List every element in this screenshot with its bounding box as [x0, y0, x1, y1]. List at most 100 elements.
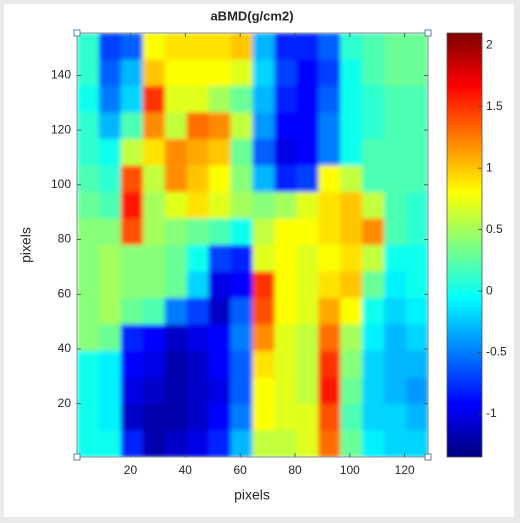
heatmap-cell	[274, 324, 297, 352]
heatmap-cell	[208, 430, 232, 457]
heatmap-cell	[384, 218, 407, 246]
heatmap-cell	[406, 324, 428, 352]
heatmap-cell	[77, 165, 100, 193]
heatmap-cell	[340, 165, 363, 193]
heatmap-cell	[340, 139, 363, 166]
heatmap-cell	[340, 271, 363, 299]
heatmap-cell	[318, 298, 341, 325]
heatmap-cell	[186, 298, 210, 325]
heatmap-cell	[274, 165, 297, 193]
heatmap-cells	[77, 33, 428, 457]
heatmap-cell	[296, 33, 319, 60]
heatmap-cell	[186, 324, 210, 352]
heatmap-cell	[142, 33, 166, 60]
heatmap-cell	[296, 324, 319, 352]
heatmap-cell	[230, 139, 253, 166]
heatmap-cell	[142, 298, 166, 325]
y-tick-label: 20	[58, 396, 72, 410]
heatmap-cell	[274, 192, 297, 219]
heatmap-cell	[362, 404, 385, 431]
y-tick-label: 140	[51, 68, 71, 82]
heatmap-cell	[120, 298, 144, 325]
x-tick-label: 40	[179, 463, 193, 477]
heatmap-cell	[120, 33, 144, 60]
heatmap-cell	[120, 218, 144, 246]
heatmap-cell	[296, 271, 319, 299]
heatmap-cell	[274, 86, 297, 113]
heatmap-cell	[384, 298, 407, 325]
heatmap-cell	[120, 112, 144, 140]
heatmap-cell	[98, 33, 122, 60]
heatmap-cell	[406, 404, 428, 431]
heatmap-cell	[142, 218, 166, 246]
x-axis-label: pixels	[234, 487, 270, 503]
heatmap-cell	[77, 404, 100, 431]
heatmap-cell	[274, 351, 297, 378]
heatmap-cell	[77, 271, 100, 299]
heatmap-cell	[164, 192, 188, 219]
heatmap-cell	[252, 324, 275, 352]
heatmap-cell	[362, 139, 385, 166]
heatmap-cell	[164, 33, 188, 60]
heatmap-cell	[296, 59, 319, 87]
heatmap-cell	[186, 112, 210, 140]
heatmap-cell	[252, 430, 275, 457]
heatmap-cell	[252, 192, 275, 219]
x-tick-label: 100	[340, 463, 360, 477]
heatmap-cell	[77, 218, 100, 246]
heatmap-cell	[208, 245, 232, 272]
heatmap-cell	[120, 324, 144, 352]
heatmap-cell	[296, 192, 319, 219]
heatmap-cell	[340, 86, 363, 113]
axes-box	[76, 32, 429, 458]
heatmap-cell	[318, 112, 341, 140]
heatmap-cell	[120, 404, 144, 431]
heatmap-cell	[252, 33, 275, 60]
heatmap-cell	[164, 245, 188, 272]
heatmap-cell	[186, 192, 210, 219]
heatmap-cell	[362, 324, 385, 352]
heatmap-cell	[77, 324, 100, 352]
heatmap-cell	[252, 298, 275, 325]
y-tick-label: 40	[58, 341, 72, 355]
colorbar-tick-label: 0.5	[486, 222, 503, 236]
handle	[424, 453, 432, 461]
handle	[73, 453, 81, 461]
heatmap-cell	[230, 430, 253, 457]
heatmap-cell	[186, 86, 210, 113]
heatmap-cell	[230, 112, 253, 140]
heatmap-cell	[164, 298, 188, 325]
heatmap-cell	[77, 245, 100, 272]
heatmap-cell	[318, 192, 341, 219]
heatmap-cell	[362, 33, 385, 60]
heatmap-cell	[384, 192, 407, 219]
heatmap-cell	[384, 351, 407, 378]
heatmap-cell	[384, 59, 407, 87]
heatmap-cell	[98, 59, 122, 87]
heatmap-cell	[98, 112, 122, 140]
heatmap-cell	[318, 139, 341, 166]
heatmap-cell	[186, 139, 210, 166]
heatmap-cell	[274, 139, 297, 166]
heatmap-cell	[208, 165, 232, 193]
heatmap-cell	[77, 112, 100, 140]
heatmap-cell	[142, 324, 166, 352]
heatmap-cell	[230, 404, 253, 431]
heatmap-cell	[318, 404, 341, 431]
heatmap-cell	[98, 324, 122, 352]
heatmap-cell	[142, 165, 166, 193]
heatmap-cell	[362, 377, 385, 405]
heatmap-cell	[318, 351, 341, 378]
heatmap-cell	[362, 351, 385, 378]
heatmap-cell	[296, 404, 319, 431]
colorbar-tick-label: -1	[486, 406, 497, 420]
heatmap-cell	[98, 192, 122, 219]
heatmap-cell	[252, 271, 275, 299]
heatmap-cell	[340, 298, 363, 325]
heatmap-cell	[406, 165, 428, 193]
heatmap-cell	[142, 112, 166, 140]
heatmap-cell	[142, 245, 166, 272]
heatmap-cell	[252, 112, 275, 140]
heatmap-cell	[362, 298, 385, 325]
